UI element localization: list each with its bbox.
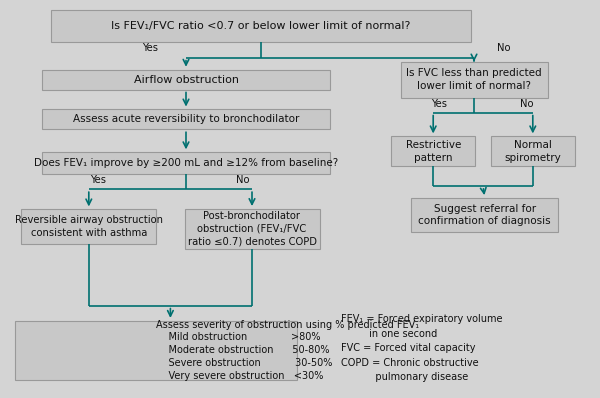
FancyBboxPatch shape [412,198,558,232]
Text: No: No [497,43,511,53]
Text: Is FVC less than predicted
lower limit of normal?: Is FVC less than predicted lower limit o… [406,68,542,91]
Text: No: No [236,176,250,185]
Text: Assess severity of obstruction using % predicted FEV₁
    Mild obstruction      : Assess severity of obstruction using % p… [156,320,419,381]
FancyBboxPatch shape [491,136,575,166]
Text: Yes: Yes [142,43,158,53]
Text: Post-bronchodilator
obstruction (FEV₁/FVC
ratio ≤0.7) denotes COPD: Post-bronchodilator obstruction (FEV₁/FV… [187,211,317,247]
FancyBboxPatch shape [21,209,156,244]
Text: Does FEV₁ improve by ≥200 mL and ≥12% from baseline?: Does FEV₁ improve by ≥200 mL and ≥12% fr… [34,158,338,168]
FancyBboxPatch shape [42,109,330,129]
FancyBboxPatch shape [391,136,475,166]
FancyBboxPatch shape [42,152,330,174]
Text: Reversible airway obstruction
consistent with asthma: Reversible airway obstruction consistent… [15,215,163,238]
Text: Suggest referral for
confirmation of diagnosis: Suggest referral for confirmation of dia… [418,203,551,226]
Text: No: No [520,99,533,109]
FancyBboxPatch shape [401,62,548,98]
FancyBboxPatch shape [15,321,297,380]
Text: Restrictive
pattern: Restrictive pattern [406,140,461,163]
Text: Airflow obstruction: Airflow obstruction [133,74,239,85]
FancyBboxPatch shape [185,209,320,249]
Text: Is FEV₁/FVC ratio <0.7 or below lower limit of normal?: Is FEV₁/FVC ratio <0.7 or below lower li… [112,21,410,31]
Text: Yes: Yes [431,99,447,109]
FancyBboxPatch shape [42,70,330,90]
Text: Assess acute reversibility to bronchodilator: Assess acute reversibility to bronchodil… [73,114,299,125]
Text: Yes: Yes [90,176,106,185]
Text: FEV₁ = Forced expiratory volume
         in one second
FVC = Forced vital capaci: FEV₁ = Forced expiratory volume in one s… [341,314,502,382]
FancyBboxPatch shape [51,10,471,42]
Text: Normal
spirometry: Normal spirometry [505,140,561,163]
